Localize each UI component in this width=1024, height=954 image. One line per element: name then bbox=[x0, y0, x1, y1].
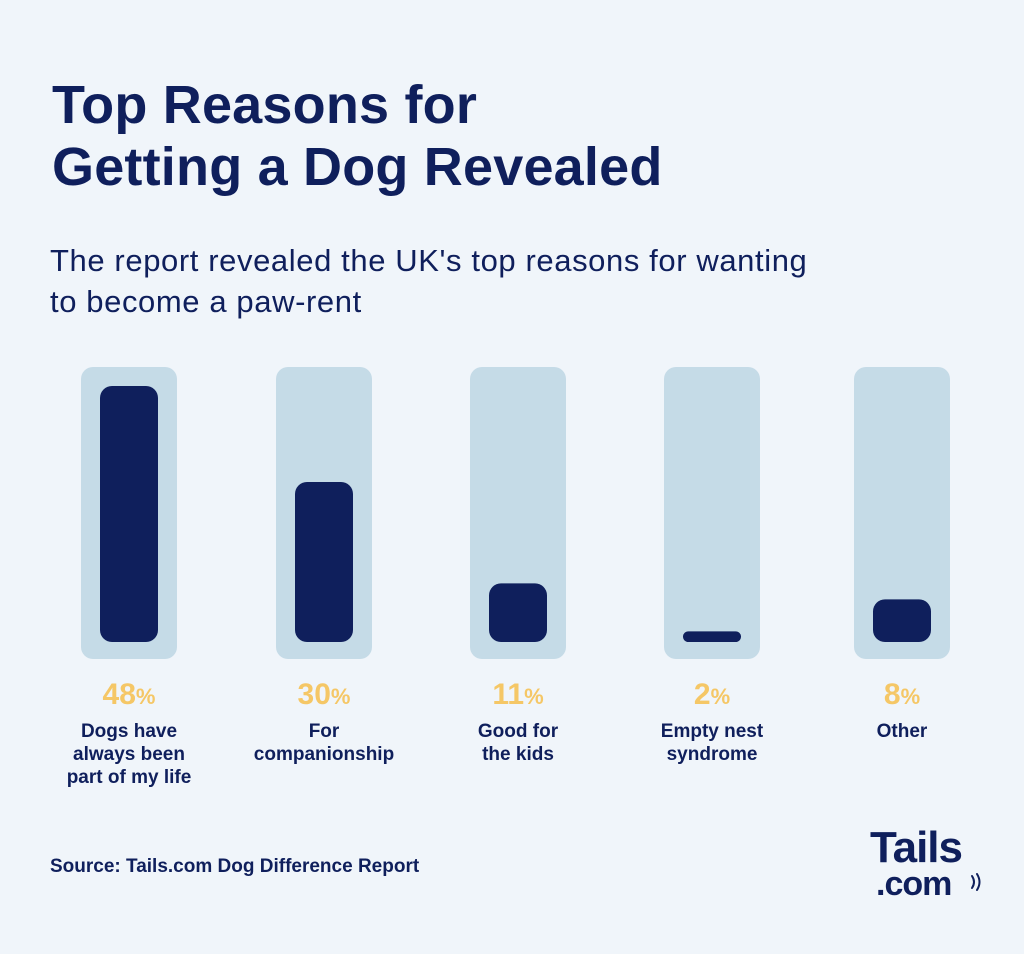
value-label: 30% bbox=[298, 678, 351, 711]
category-label: Good for bbox=[478, 721, 559, 742]
category-label: For bbox=[309, 721, 340, 742]
title-line-2: Getting a Dog Revealed bbox=[52, 137, 663, 197]
category-label: syndrome bbox=[667, 744, 758, 765]
bar-track bbox=[854, 367, 950, 659]
title-line-1: Top Reasons for bbox=[52, 75, 478, 135]
bar-track bbox=[664, 367, 760, 659]
value-label: 48% bbox=[103, 678, 156, 711]
subtitle-line-1: The report revealed the UK's top reasons… bbox=[50, 243, 808, 278]
category-label: part of my life bbox=[67, 767, 192, 788]
category-label: Dogs have bbox=[81, 721, 177, 742]
tails-logo: Tails .com bbox=[870, 823, 990, 903]
category-label: always been bbox=[73, 744, 185, 765]
logo-line-1: Tails bbox=[870, 823, 963, 872]
bar bbox=[100, 386, 158, 642]
value-label: 2% bbox=[694, 678, 730, 711]
value-label: 11% bbox=[492, 678, 543, 711]
bar bbox=[683, 631, 741, 642]
bar bbox=[873, 599, 931, 642]
category-label: Empty nest bbox=[661, 721, 764, 742]
category-label: companionship bbox=[254, 744, 394, 765]
bar bbox=[295, 482, 353, 642]
subtitle: The report revealed the UK's top reasons… bbox=[50, 240, 950, 322]
category-label: Other bbox=[877, 721, 928, 742]
source-note: Source: Tails.com Dog Difference Report bbox=[50, 856, 420, 877]
logo-line-2: .com bbox=[876, 865, 952, 903]
sound-waves-icon bbox=[971, 873, 981, 891]
page-title: Top Reasons for Getting a Dog Revealed bbox=[52, 74, 952, 198]
value-label: 8% bbox=[884, 678, 920, 711]
subtitle-line-2: to become a paw-rent bbox=[50, 284, 362, 319]
bar bbox=[489, 583, 547, 642]
category-label: the kids bbox=[482, 744, 554, 765]
